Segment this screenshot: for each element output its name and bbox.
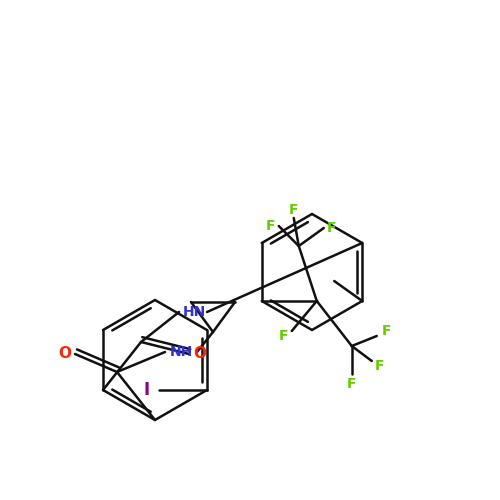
- Text: I: I: [144, 381, 150, 399]
- Text: O: O: [194, 346, 206, 362]
- Text: F: F: [375, 359, 384, 373]
- Text: F: F: [289, 203, 298, 217]
- Text: O: O: [58, 346, 71, 362]
- Text: F: F: [382, 324, 392, 338]
- Text: HN: HN: [182, 305, 206, 319]
- Text: F: F: [347, 377, 356, 391]
- Text: F: F: [279, 329, 288, 343]
- Text: F: F: [266, 219, 276, 233]
- Text: NH: NH: [170, 345, 192, 359]
- Text: F: F: [327, 221, 336, 235]
